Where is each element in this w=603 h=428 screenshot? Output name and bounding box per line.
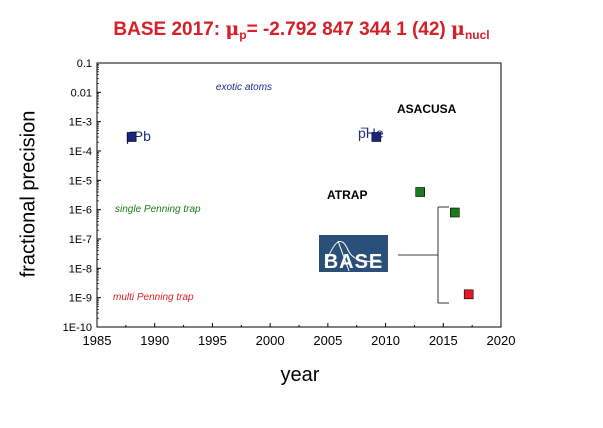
- data-point: [371, 132, 382, 142]
- base-logo-background: [319, 235, 388, 272]
- x-tick-label: 2010: [371, 333, 400, 348]
- data-point: [415, 187, 426, 197]
- data-point: [126, 132, 137, 142]
- y-tick-label: 0.1: [77, 58, 92, 70]
- y-tick-label: 1E-8: [69, 263, 92, 275]
- x-tick-label: 1995: [198, 333, 227, 348]
- annotation-asacusa: ASACUSA: [397, 102, 457, 116]
- base-bracket: [398, 206, 449, 304]
- title-mu-nucl-symbol: μ: [451, 18, 465, 40]
- x-ticks: 1985 1990 1995 2000 2005 2010 2015 2020: [83, 323, 516, 348]
- x-tick-label: 1990: [140, 333, 169, 348]
- x-tick-label: 1985: [83, 333, 112, 348]
- base-logo-stroke: [337, 240, 350, 272]
- x-tick-label: 2000: [256, 333, 285, 348]
- annotation-pbar-mark-pHe: _: [360, 114, 369, 129]
- data-point: [450, 207, 460, 218]
- title-p-subscript: p: [239, 28, 247, 42]
- y-tick-label: 1E-9: [69, 293, 92, 305]
- annotation-single-penning-trap: single Penning trap: [115, 204, 201, 215]
- data-point: [463, 289, 474, 300]
- annotation-exotic-atoms: exotic atoms: [216, 82, 272, 93]
- y-tick-label: 1E-5: [69, 175, 92, 187]
- y-tick-label: 1E-10: [63, 322, 92, 334]
- base-logo-swoosh: [324, 240, 383, 266]
- y-tick-label: 1E-7: [69, 234, 92, 246]
- base-logo: BASE: [319, 235, 388, 273]
- annotation-atrap: ATRAP: [327, 188, 367, 202]
- data-points: [126, 132, 474, 300]
- title-nucl-subscript: nucl: [464, 28, 490, 42]
- chart-title: BASE 2017: μp= -2.792 847 344 1 (42) μnu…: [0, 18, 603, 42]
- x-tick-label: 2020: [487, 333, 516, 348]
- x-tick-label: 2015: [429, 333, 458, 348]
- y-tick-label: 1E-4: [69, 146, 92, 158]
- annotation-multi-penning-trap: multi Penning trap: [113, 292, 194, 303]
- y-tick-label: 1E-6: [69, 205, 92, 217]
- y-ticks: 0.1 0.01 1E-3 1E-4 1E-5 1E-6 1E-7 1E-8 1E-9 1E-10: [63, 58, 101, 334]
- x-axis-label: year: [280, 364, 320, 386]
- y-tick-label: 0.01: [71, 87, 92, 99]
- title-prefix: BASE 2017:: [113, 19, 226, 40]
- annotation-pbar-mark-pPb: _: [129, 118, 138, 133]
- title-value: = -2.792 847 344 1 (42): [246, 19, 452, 40]
- title-mu-symbol: μ: [225, 18, 240, 40]
- x-tick-label: 2005: [313, 333, 342, 348]
- base-logo-text: BASE: [324, 251, 384, 273]
- y-tick-label: 1E-3: [69, 117, 92, 129]
